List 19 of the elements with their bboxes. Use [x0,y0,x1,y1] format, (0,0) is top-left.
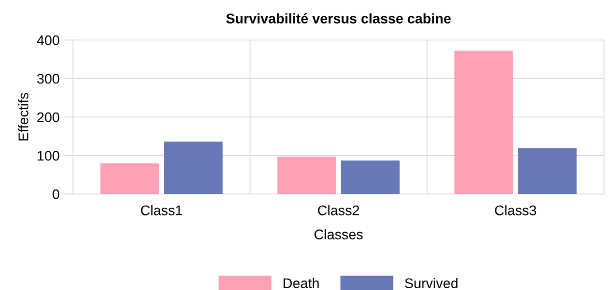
legend-label: Survived [404,278,458,288]
y-tick-label: 0 [52,189,60,200]
y-tick-label: 400 [36,35,60,46]
chart-title: Survivabilité versus classe cabine [226,13,451,24]
x-tick-label: Class1 [140,205,182,216]
x-axis-title: Classes [314,229,363,240]
bar [454,50,513,194]
bar [277,156,336,194]
y-tick-label: 200 [37,112,60,122]
y-tick-label: 100 [38,150,60,161]
x-tick-label: Class3 [494,205,536,216]
x-tick-label: Class2 [318,205,360,216]
bar [341,160,400,194]
bar [164,142,223,194]
bar [100,163,159,194]
y-axis-title: Effectifs [18,92,28,140]
legend-label: Death [284,278,319,288]
bar [518,148,577,194]
y-tick-label: 300 [37,74,60,84]
